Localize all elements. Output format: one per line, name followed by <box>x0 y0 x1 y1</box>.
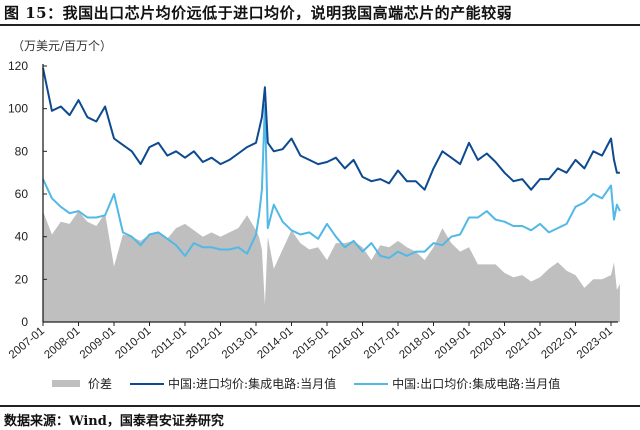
x-tick-label: 2014-01 <box>255 325 295 361</box>
line-series-group <box>42 67 621 259</box>
y-tick-label: 60 <box>15 187 29 201</box>
top-rule <box>0 24 640 26</box>
source-note: 数据来源：Wind，国泰君安证券研究 <box>4 414 224 429</box>
x-tick-label: 2020-01 <box>468 325 508 361</box>
bottom-rule <box>0 405 640 407</box>
y-axis-unit-label: （万美元/百万个） <box>12 39 113 53</box>
y-tick-label: 100 <box>8 102 28 116</box>
legend-item-import: 中国:进口均价:集成电路:当月值 <box>130 375 336 392</box>
x-tick-label: 2009-01 <box>78 325 118 361</box>
legend-label-export: 中国:出口均价:集成电路:当月值 <box>392 377 561 391</box>
x-tick-label: 2015-01 <box>291 325 331 361</box>
x-tick-label: 2013-01 <box>220 325 260 361</box>
x-tick-label: 2008-01 <box>42 325 82 361</box>
y-tick-label: 0 <box>21 315 28 329</box>
x-tick-label: 2007-01 <box>7 325 47 361</box>
y-tick-label: 40 <box>15 230 29 244</box>
spread-area <box>43 211 620 322</box>
legend-swatch-export <box>354 382 389 385</box>
x-tick-label: 2018-01 <box>397 325 437 361</box>
x-tick-label: 2010-01 <box>113 325 153 361</box>
legend-label-spread: 价差 <box>88 377 113 391</box>
spread-area-series <box>43 211 620 322</box>
legend-swatch-import <box>130 382 165 385</box>
legend-swatch-spread <box>52 380 80 387</box>
legend-item-export: 中国:出口均价:集成电路:当月值 <box>354 375 560 392</box>
y-tick-label: 120 <box>8 59 28 73</box>
x-tick-label: 2022-01 <box>539 325 579 361</box>
legend-item-spread: 价差 <box>52 375 112 392</box>
export-price-line <box>42 103 621 259</box>
x-tick-label: 2023-01 <box>575 325 615 361</box>
x-tick-label: 2017-01 <box>362 325 402 361</box>
legend-label-import: 中国:进口均价:集成电路:当月值 <box>168 377 337 391</box>
line-area-chart: 0 20 40 60 80 100 120 2007-012008-012009-012010… <box>7 59 621 361</box>
figure-title: 图 15：我国出口芯片均价远低于进口均价，说明我国高端芯片的产能较弱 <box>4 4 513 22</box>
x-tick-label: 2016-01 <box>326 325 366 361</box>
x-tick-label: 2011-01 <box>150 325 189 361</box>
x-tick-label: 2021-01 <box>504 325 544 361</box>
y-tick-label: 80 <box>15 144 29 158</box>
chart-legend: 价差 中国:进口均价:集成电路:当月值 中国:出口均价:集成电路:当月值 <box>52 375 578 392</box>
y-tick-label: 20 <box>15 272 29 286</box>
import-price-line <box>42 67 620 191</box>
x-tick-label: 2012-01 <box>184 325 224 361</box>
x-tick-label: 2019-01 <box>433 325 473 361</box>
